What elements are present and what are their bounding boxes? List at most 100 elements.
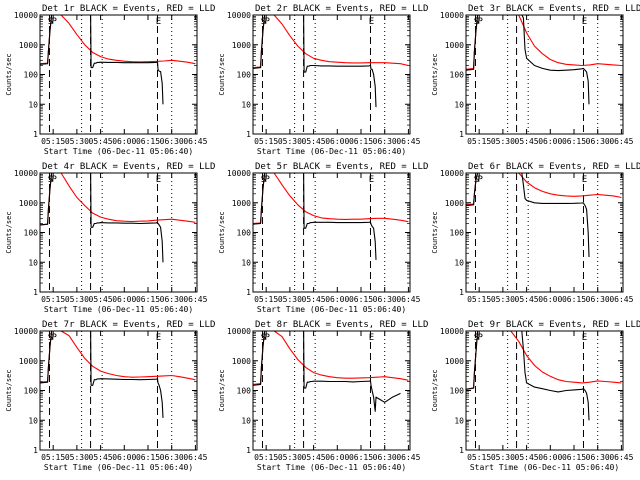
event-label: S: [261, 17, 266, 27]
x-tick-label: 05:15: [254, 295, 278, 304]
x-tick-label: 06:30: [373, 453, 397, 462]
y-tick-label: 1: [246, 130, 251, 139]
x-tick-label: 06:45: [183, 453, 207, 462]
y-axis-label: Counts/sec: [431, 211, 439, 253]
x-tick-label: 05:15: [41, 453, 65, 462]
x-tick-label: 05:45: [302, 295, 326, 304]
event-label: E: [582, 17, 587, 27]
x-tick-label: 06:15: [136, 137, 160, 146]
event-label: E: [156, 333, 161, 343]
y-axis-label: Counts/sec: [5, 211, 13, 253]
y-tick-label: 10000: [440, 169, 464, 178]
event-label: E: [582, 175, 587, 185]
x-tick-label: 05:45: [515, 295, 539, 304]
panel-title: Det 9r BLACK = Events, RED = LLD: [468, 320, 640, 330]
x-tick-label: 06:45: [609, 453, 633, 462]
y-tick-label: 1000: [19, 199, 38, 208]
event-label: E: [156, 175, 161, 185]
plot-frame: [465, 330, 624, 451]
x-tick-label: 05:15: [41, 137, 65, 146]
x-tick-label: 06:45: [396, 295, 420, 304]
y-tick-label: 10: [241, 416, 251, 425]
y-tick-label: 10000: [227, 327, 251, 336]
x-tick-label: 06:15: [562, 137, 586, 146]
x-tick-label: 05:30: [278, 295, 302, 304]
x-tick-label: 06:15: [562, 453, 586, 462]
y-tick-label: 10000: [14, 327, 38, 336]
x-tick-label: 06:45: [609, 295, 633, 304]
x-tick-label: 06:15: [349, 295, 373, 304]
x-tick-label: 05:15: [254, 137, 278, 146]
y-tick-label: 1: [33, 288, 38, 297]
y-tick-label: 10: [454, 258, 464, 267]
y-tick-label: 1: [246, 446, 251, 455]
x-tick-label: 06:30: [160, 295, 184, 304]
y-axis-label: Counts/sec: [218, 211, 226, 253]
event-label: P: [264, 175, 270, 185]
y-tick-label: 1: [459, 288, 464, 297]
x-tick-label: 05:30: [491, 453, 515, 462]
y-tick-label: 100: [24, 387, 39, 396]
x-tick-label: 06:45: [396, 453, 420, 462]
event-label: E: [369, 333, 374, 343]
event-label: P: [477, 17, 483, 27]
x-tick-label: 06:00: [538, 453, 562, 462]
panel-title: Det 5r BLACK = Events, RED = LLD: [255, 162, 428, 172]
x-tick-label: 06:15: [136, 453, 160, 462]
x-tick-label: 05:15: [254, 453, 278, 462]
x-axis-label: Start Time (06-Dec-11 05:06:40): [44, 305, 193, 314]
x-tick-label: 05:45: [89, 137, 113, 146]
event-label: S: [48, 333, 53, 343]
y-tick-label: 10: [28, 416, 38, 425]
plot-frame: [252, 330, 411, 451]
y-tick-label: 10: [28, 100, 38, 109]
y-tick-label: 10000: [14, 11, 38, 20]
event-label: S: [48, 175, 53, 185]
y-tick-label: 1000: [19, 41, 38, 50]
y-tick-label: 10: [28, 258, 38, 267]
y-tick-label: 10000: [227, 169, 251, 178]
y-tick-label: 1000: [232, 199, 251, 208]
y-axis-label: Counts/sec: [5, 53, 13, 95]
x-axis-label: Start Time (06-Dec-11 05:06:40): [257, 463, 406, 472]
event-label: E: [369, 17, 374, 27]
x-tick-label: 06:00: [538, 295, 562, 304]
x-tick-label: 05:15: [467, 137, 491, 146]
y-tick-label: 1: [459, 130, 464, 139]
y-tick-label: 1000: [19, 357, 38, 366]
x-tick-label: 06:00: [325, 295, 349, 304]
y-tick-label: 1: [33, 130, 38, 139]
x-tick-label: 05:30: [65, 295, 89, 304]
y-tick-label: 1: [33, 446, 38, 455]
event-label: S: [48, 17, 53, 27]
event-label: P: [264, 17, 270, 27]
plot-frame: [39, 14, 198, 135]
x-tick-label: 06:30: [586, 137, 610, 146]
y-tick-label: 100: [450, 71, 465, 80]
x-tick-label: 05:45: [515, 137, 539, 146]
x-tick-label: 06:15: [349, 453, 373, 462]
y-tick-label: 10: [241, 258, 251, 267]
x-tick-label: 05:30: [65, 137, 89, 146]
x-tick-label: 06:30: [373, 295, 397, 304]
event-label: P: [51, 17, 57, 27]
x-tick-label: 06:15: [136, 295, 160, 304]
x-tick-label: 05:45: [89, 453, 113, 462]
event-label: S: [261, 333, 266, 343]
x-tick-label: 05:30: [278, 137, 302, 146]
panel-title: Det 7r BLACK = Events, RED = LLD: [42, 320, 215, 330]
event-label: P: [477, 333, 483, 343]
y-axis-label: Counts/sec: [218, 53, 226, 95]
x-axis-label: Start Time (06-Dec-11 05:06:40): [44, 147, 193, 156]
x-tick-label: 06:00: [112, 295, 136, 304]
x-axis-label: Start Time (06-Dec-11 05:06:40): [257, 147, 406, 156]
y-tick-label: 10000: [440, 11, 464, 20]
y-axis-label: Counts/sec: [218, 369, 226, 411]
x-tick-label: 05:45: [89, 295, 113, 304]
y-tick-label: 10000: [14, 169, 38, 178]
panel-title: Det 3r BLACK = Events, RED = LLD: [468, 4, 640, 14]
x-tick-label: 05:45: [302, 137, 326, 146]
x-tick-label: 05:15: [41, 295, 65, 304]
